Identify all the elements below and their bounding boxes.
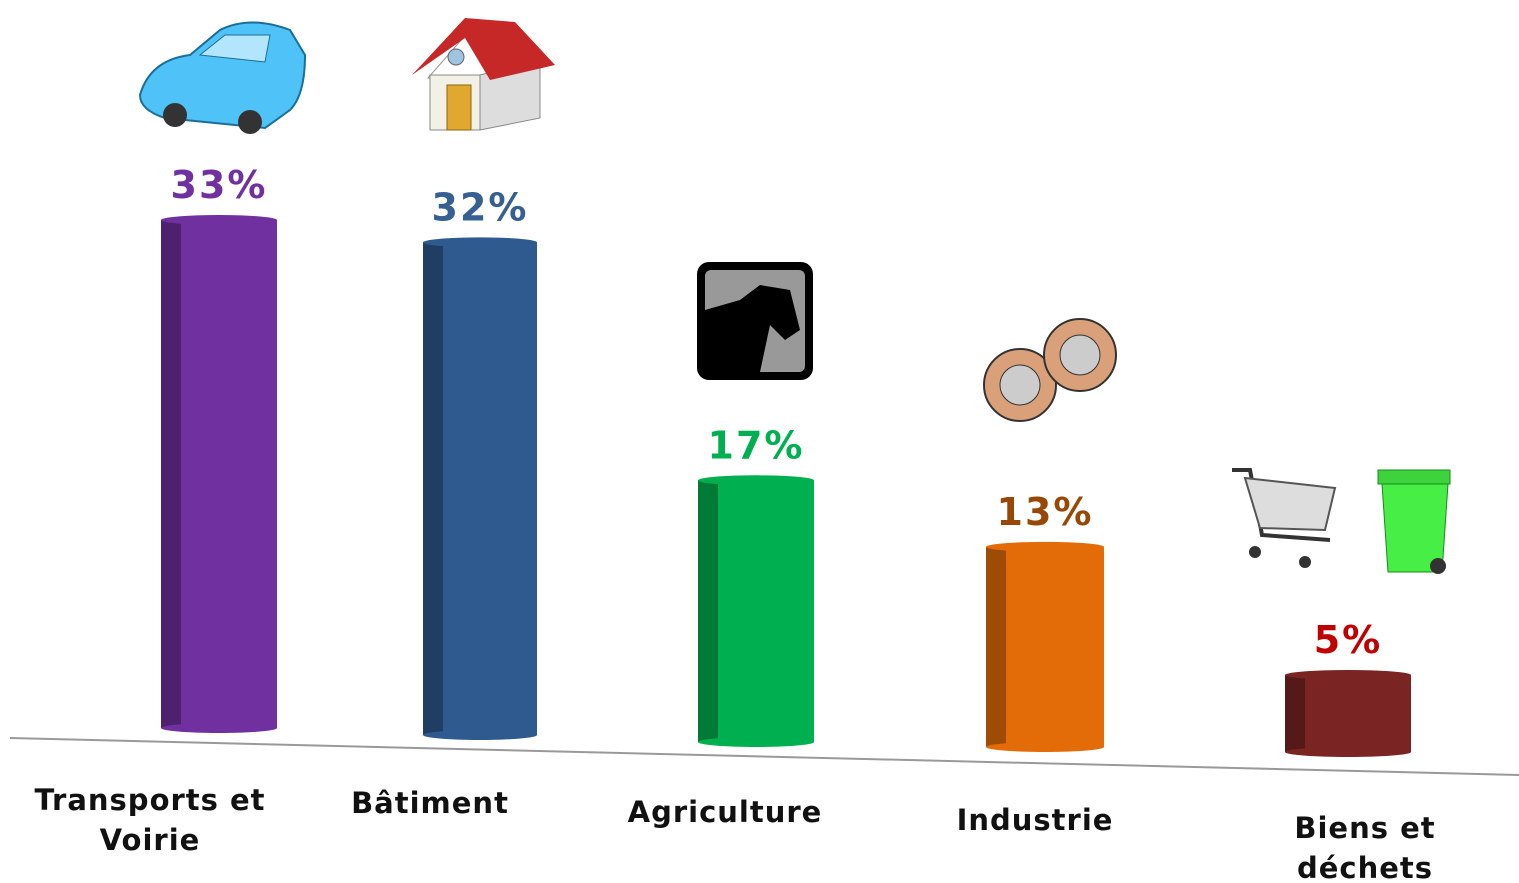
bar-shade	[161, 220, 181, 728]
bar-bottom	[986, 742, 1104, 752]
bar-shade	[698, 480, 718, 742]
category-label: Agriculture	[590, 792, 860, 832]
bar-bottom	[1285, 747, 1411, 757]
category-label: Bâtiment	[300, 783, 560, 823]
bar-bottom	[698, 737, 814, 747]
bar-top	[161, 215, 277, 225]
bar-bottom	[423, 730, 537, 740]
value-label: 17%	[708, 423, 805, 467]
page: 33% 32% 17% 13% 5% Transports et VoirieBâtim…	[0, 0, 1519, 883]
bin-icon	[1378, 470, 1450, 574]
bar-shade	[423, 242, 443, 735]
bar-top	[698, 475, 814, 485]
gears-icon	[984, 319, 1116, 421]
cart-icon	[1232, 470, 1335, 568]
value-label: 5%	[1314, 618, 1383, 662]
value-label: 32%	[432, 185, 529, 229]
bar-top	[986, 542, 1104, 552]
category-label: Biens et déchets	[1270, 808, 1460, 883]
cow-icon	[697, 262, 813, 380]
value-label: 33%	[171, 163, 268, 207]
bar-bottom	[161, 723, 277, 733]
bar-top	[423, 237, 537, 247]
bar-top	[1285, 670, 1411, 680]
bar-shade	[986, 547, 1006, 747]
house-icon	[412, 18, 555, 130]
bar-shade	[1285, 675, 1305, 752]
value-label: 13%	[997, 490, 1094, 534]
category-label: Industrie	[900, 800, 1170, 840]
category-label: Transports et Voirie	[10, 780, 290, 860]
chart: 33% 32% 17% 13% 5%	[0, 0, 1519, 883]
car-icon	[140, 23, 305, 135]
